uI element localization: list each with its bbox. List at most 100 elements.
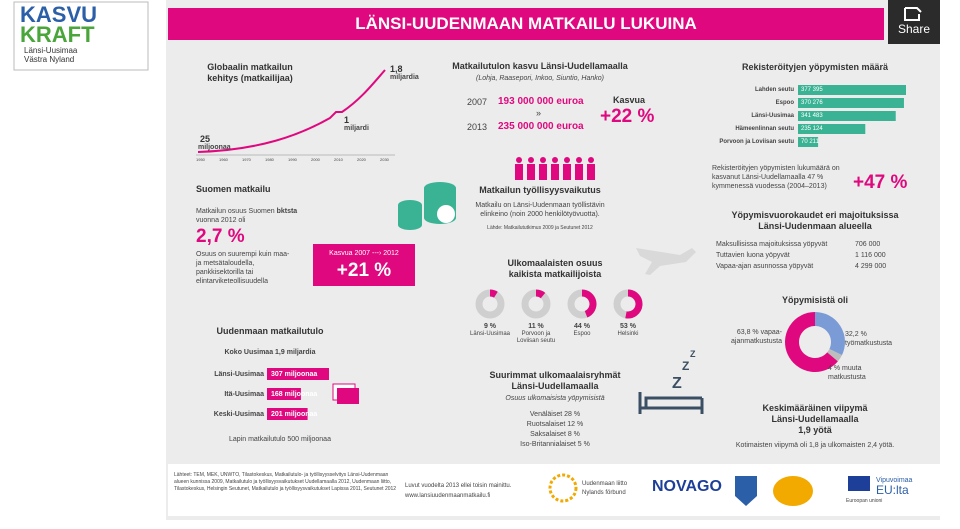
text: Lapin matkailutulo 500 miljoonaa [229,436,331,443]
row-name: Länsi-Uusimaa [214,371,264,378]
row-name: Tuttavien luona yöpyvät [716,252,790,259]
annotation: miljoonaa [198,144,231,151]
bar-label: 370 276 [801,100,823,106]
big-value: 2,7 % [196,226,245,247]
section-title: Yöpymisistä oli [781,295,849,305]
donut-name: Espoo [573,331,591,337]
donut-label: 53 % [620,323,636,330]
text: Matkailu on Länsi-Uudenmaan työllistävin… [475,202,605,218]
row-name: Porvoon ja Loviisan seutu [719,139,794,145]
section-title: Länsi-Uudellamaalla [511,381,599,391]
donut-label: 9 % [483,323,497,330]
pie-label: 63,8 % vapaa-ajanmatkustusta [731,329,782,345]
text: Matkailun osuus Suomen bktsta [196,207,297,216]
section-title: Suomen matkailu [196,184,271,194]
share-label[interactable]: Share [897,22,931,36]
logo-frame [13,1,149,71]
pie-label: 32,2 % työmatkustusta [845,331,893,347]
row-name: Itä-Uusimaa [224,391,264,398]
annotation: miljardia [390,74,419,81]
source: Lähde: Matkailututkimus 2009 ja Seutunet… [487,225,593,231]
growth-label: Kasvua [613,95,646,105]
donut-share [489,289,498,298]
x-tick-label: 1990 [288,157,297,162]
logo-text: Länsi-Uusimaa [24,46,78,55]
bar [267,368,329,380]
subtitle: Osuus ulkomaisista yöpymisistä [505,395,605,402]
logo-text: KRAFT [20,22,95,47]
section-title: Länsi-Uudellamaalla [771,414,859,424]
row: Venäläiset 28 % [529,411,581,418]
section-title: Globaalin matkailun [207,62,293,72]
footer-note: Luvut vuodelta 2013 ellei toisin mainitt… [405,483,512,489]
row-name: Vapaa-ajan asunnossa yöpyvät [716,263,814,270]
section-title: Suurimmat ulkomaalaisryhmät [489,370,621,380]
logo-text: Euroopan unioni [846,498,883,504]
section-title: Länsi-Uudenmaan alueella [758,221,872,231]
logo-text: KASVU [20,2,98,27]
growth-box [313,244,415,286]
bar [798,111,896,121]
zzz-icon: Z [682,359,689,373]
text: Rekisteröityjen yöpymisten lukumäärä on … [712,165,840,190]
zzz-icon: Z [690,349,696,359]
row-name: Espoo [775,100,794,106]
section-title: Keskimääräinen viipymä [762,403,868,413]
money-icon [337,388,359,404]
value: 235 000 000 euroa [498,121,584,132]
section-title: Matkailun työllisyysvaikutus [479,185,601,195]
eu-flag [848,476,870,491]
row: Iso-Britannialaiset 5 % [520,441,590,448]
section-title: Matkailutulon kasvu Länsi-Uudellamaalla [452,61,628,71]
x-tick-label: 1980 [265,157,274,162]
row-name: Länsi-Uusimaa [751,113,794,119]
text: bktsta [276,208,298,215]
title: LÄNSI-UUDENMAAN MATKAILU LUKUINA [355,14,697,33]
annotation: 1 [344,115,350,125]
footer-url[interactable]: www.lansiuudenmaanmatkailu.fi [405,493,491,499]
bar [798,85,906,95]
bar [798,98,904,108]
pie-slice [814,312,845,356]
growth-curve [197,69,386,153]
value: 193 000 000 euroa [498,96,584,107]
x-tick-label: 1960 [219,157,228,162]
row-value: 4 299 000 [855,263,887,270]
coins-icon [398,182,456,230]
bar-label: 341 483 [801,113,823,119]
section-title: kaikista matkailijoista [508,269,602,279]
section-title: Uudenmaan matkailutulo [216,326,324,336]
x-tick-label: 2030 [380,157,389,162]
logo-text: Nylands förbund [582,490,626,496]
row-name: Keski-Uusimaa [213,411,264,418]
bar [798,137,819,147]
people-icon [515,157,595,180]
logo-text: NOVAGO [652,478,722,495]
donut-share [625,289,643,319]
share-icon [904,7,922,21]
bar-label: 201 miljoonaa [271,411,318,418]
sources: Lähteet: TEM, MEK, UNWTO, Tilastokeskus,… [174,472,397,492]
donut-name: Porvoon ja Loviisan seutu [516,331,556,344]
text: Kotimaisten viipymä oli 1,8 ja ulkomaist… [735,442,895,449]
donut-share [581,289,597,318]
logo-text: EU:lta [876,483,909,497]
bar-label: 377 395 [801,87,823,93]
annotation: 1,8 [390,64,403,74]
text: vuonna 2012 oli [196,217,246,224]
row-name: Lahden seutu [754,87,794,93]
pie-slice [827,348,842,362]
bar-label: 235 124 [801,126,823,132]
growth-box-value: +21 % [336,260,392,281]
section-title: Ulkomaalaisten osuus [507,258,603,268]
donut-name: Helsinki [617,331,639,337]
pie-slice [785,312,838,372]
section-title: 1,9 yötä [798,425,832,435]
pie-label: 4 % muuta matkustusta [828,365,866,381]
arrow: » [536,108,542,118]
uusimaa-logo [548,473,578,503]
row: Saksalaiset 8 % [530,431,580,438]
bar-label: 307 miljoonaa [271,371,318,378]
